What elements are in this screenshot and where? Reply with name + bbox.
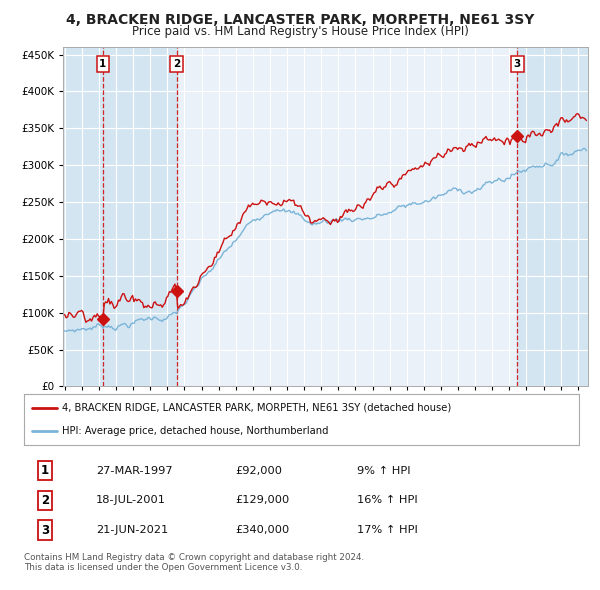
Text: 9% ↑ HPI: 9% ↑ HPI: [357, 466, 410, 476]
Text: 27-MAR-1997: 27-MAR-1997: [96, 466, 173, 476]
Text: £340,000: £340,000: [235, 525, 289, 535]
Text: 3: 3: [514, 59, 521, 69]
Text: 21-JUN-2021: 21-JUN-2021: [96, 525, 169, 535]
Text: 2: 2: [173, 59, 180, 69]
Text: 18-JUL-2001: 18-JUL-2001: [96, 496, 166, 505]
Text: HPI: Average price, detached house, Northumberland: HPI: Average price, detached house, Nort…: [62, 427, 328, 437]
Bar: [517, 47, 588, 386]
Bar: [103, 47, 176, 386]
Bar: [63, 47, 103, 386]
Text: 16% ↑ HPI: 16% ↑ HPI: [357, 496, 418, 505]
Text: Price paid vs. HM Land Registry's House Price Index (HPI): Price paid vs. HM Land Registry's House …: [131, 25, 469, 38]
Text: 17% ↑ HPI: 17% ↑ HPI: [357, 525, 418, 535]
Text: 1: 1: [99, 59, 106, 69]
Text: 3: 3: [41, 523, 49, 536]
Text: 2: 2: [41, 494, 49, 507]
Text: £92,000: £92,000: [235, 466, 282, 476]
Text: 4, BRACKEN RIDGE, LANCASTER PARK, MORPETH, NE61 3SY: 4, BRACKEN RIDGE, LANCASTER PARK, MORPET…: [66, 13, 534, 27]
Text: 1: 1: [41, 464, 49, 477]
Text: Contains HM Land Registry data © Crown copyright and database right 2024.
This d: Contains HM Land Registry data © Crown c…: [24, 553, 364, 572]
Text: £129,000: £129,000: [235, 496, 289, 505]
Text: 4, BRACKEN RIDGE, LANCASTER PARK, MORPETH, NE61 3SY (detached house): 4, BRACKEN RIDGE, LANCASTER PARK, MORPET…: [62, 402, 451, 412]
